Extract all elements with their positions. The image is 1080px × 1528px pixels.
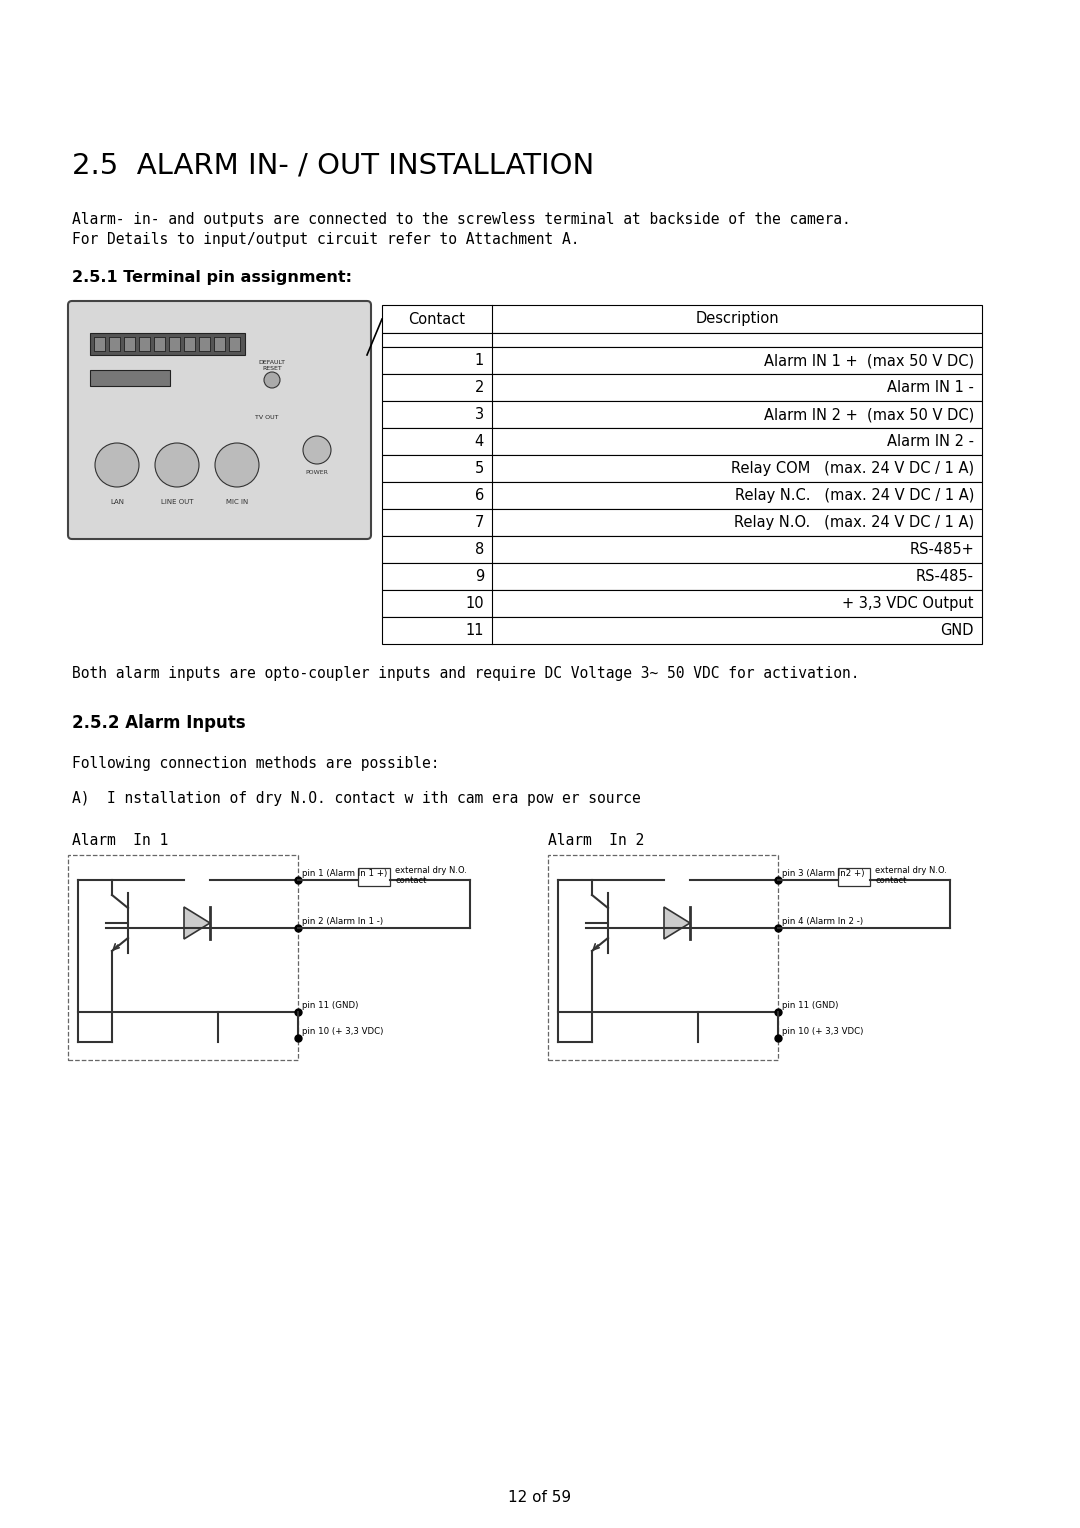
Bar (382, 333, 982, 347)
Text: Contact: Contact (408, 312, 465, 327)
Text: Alarm IN 1 -: Alarm IN 1 - (887, 380, 974, 396)
Text: pin 3 (Alarm In2 +): pin 3 (Alarm In2 +) (782, 869, 864, 879)
Text: Alarm IN 2 +  (max 50 V DC): Alarm IN 2 + (max 50 V DC) (764, 406, 974, 422)
Text: Relay COM   (max. 24 V DC / 1 A): Relay COM (max. 24 V DC / 1 A) (731, 461, 974, 477)
Text: 2.5  ALARM IN- / OUT INSTALLATION: 2.5 ALARM IN- / OUT INSTALLATION (72, 151, 594, 180)
Text: MIC IN: MIC IN (226, 500, 248, 504)
Bar (382, 509, 982, 536)
Bar (382, 590, 982, 617)
Text: 11: 11 (465, 623, 484, 639)
Bar (199, 338, 210, 351)
Text: external dry N.O.
contact: external dry N.O. contact (395, 866, 467, 885)
Text: Relay N.O.   (max. 24 V DC / 1 A): Relay N.O. (max. 24 V DC / 1 A) (734, 515, 974, 530)
Bar (382, 481, 982, 509)
Text: 2.5.1 Terminal pin assignment:: 2.5.1 Terminal pin assignment: (72, 270, 352, 286)
FancyBboxPatch shape (68, 301, 372, 539)
Text: 12 of 59: 12 of 59 (509, 1490, 571, 1505)
Text: 2: 2 (474, 380, 484, 396)
Text: 4: 4 (475, 434, 484, 449)
Circle shape (95, 443, 139, 487)
Text: 8: 8 (475, 542, 484, 558)
Text: 10: 10 (465, 596, 484, 611)
Text: 7: 7 (474, 515, 484, 530)
Bar (154, 338, 165, 351)
Bar (838, 868, 870, 886)
Text: Relay N.C.   (max. 24 V DC / 1 A): Relay N.C. (max. 24 V DC / 1 A) (734, 487, 974, 503)
Text: 9: 9 (475, 568, 484, 584)
Text: TV OUT: TV OUT (255, 416, 279, 420)
Text: LAN: LAN (110, 500, 124, 504)
Bar (168, 338, 180, 351)
Circle shape (215, 443, 259, 487)
Text: For Details to input/output circuit refer to Attachment A.: For Details to input/output circuit refe… (72, 232, 580, 248)
Text: pin 11 (GND): pin 11 (GND) (302, 1001, 359, 1010)
Text: pin 1 (Alarm In 1 +): pin 1 (Alarm In 1 +) (302, 869, 388, 879)
Bar (548, 856, 778, 1060)
Text: LINE OUT: LINE OUT (161, 500, 193, 504)
Text: Alarm  In 1: Alarm In 1 (72, 833, 168, 848)
Text: Both alarm inputs are opto-coupler inputs and require DC Voltage 3~ 50 VDC for a: Both alarm inputs are opto-coupler input… (72, 666, 860, 681)
Text: 3: 3 (475, 406, 484, 422)
Bar (139, 338, 150, 351)
Bar (124, 338, 135, 351)
Polygon shape (184, 908, 210, 940)
Bar (382, 617, 982, 643)
Text: RS-485-: RS-485- (916, 568, 974, 584)
Bar (68, 856, 298, 1060)
Text: external dry N.O.
contact: external dry N.O. contact (875, 866, 947, 885)
Bar (382, 455, 982, 481)
Bar (382, 374, 982, 400)
Text: GND: GND (941, 623, 974, 639)
Text: pin 2 (Alarm In 1 -): pin 2 (Alarm In 1 -) (302, 917, 383, 926)
Text: Description: Description (696, 312, 779, 327)
Text: RS-485+: RS-485+ (909, 542, 974, 558)
Bar (382, 347, 982, 374)
Bar (184, 338, 195, 351)
Text: Alarm  In 2: Alarm In 2 (548, 833, 645, 848)
Text: 2.5.2 Alarm Inputs: 2.5.2 Alarm Inputs (72, 714, 245, 732)
Text: POWER: POWER (306, 471, 328, 475)
Circle shape (264, 371, 280, 388)
Circle shape (156, 443, 199, 487)
Text: A)  I nstallation of dry N.O. contact w ith cam era pow er source: A) I nstallation of dry N.O. contact w i… (72, 792, 640, 805)
Text: DEFAULT
RESET: DEFAULT RESET (258, 361, 285, 371)
Bar (382, 536, 982, 562)
Bar (94, 338, 105, 351)
Text: 6: 6 (475, 487, 484, 503)
Bar (90, 333, 245, 354)
Text: Following connection methods are possible:: Following connection methods are possibl… (72, 756, 440, 772)
Text: Alarm- in- and outputs are connected to the screwless terminal at backside of th: Alarm- in- and outputs are connected to … (72, 212, 851, 228)
Bar (382, 562, 982, 590)
Bar (90, 370, 170, 387)
Text: Alarm IN 1 +  (max 50 V DC): Alarm IN 1 + (max 50 V DC) (764, 353, 974, 368)
Circle shape (303, 435, 330, 465)
Bar (214, 338, 225, 351)
Bar (382, 306, 982, 333)
Polygon shape (664, 908, 690, 940)
Bar (357, 868, 390, 886)
Text: Alarm IN 2 -: Alarm IN 2 - (887, 434, 974, 449)
Text: pin 10 (+ 3,3 VDC): pin 10 (+ 3,3 VDC) (782, 1027, 863, 1036)
Text: + 3,3 VDC Output: + 3,3 VDC Output (842, 596, 974, 611)
Bar (229, 338, 240, 351)
Bar (382, 428, 982, 455)
Text: pin 4 (Alarm In 2 -): pin 4 (Alarm In 2 -) (782, 917, 863, 926)
Text: pin 10 (+ 3,3 VDC): pin 10 (+ 3,3 VDC) (302, 1027, 383, 1036)
Bar (382, 400, 982, 428)
Text: 1: 1 (475, 353, 484, 368)
Bar (109, 338, 120, 351)
Text: pin 11 (GND): pin 11 (GND) (782, 1001, 838, 1010)
Text: 5: 5 (475, 461, 484, 477)
